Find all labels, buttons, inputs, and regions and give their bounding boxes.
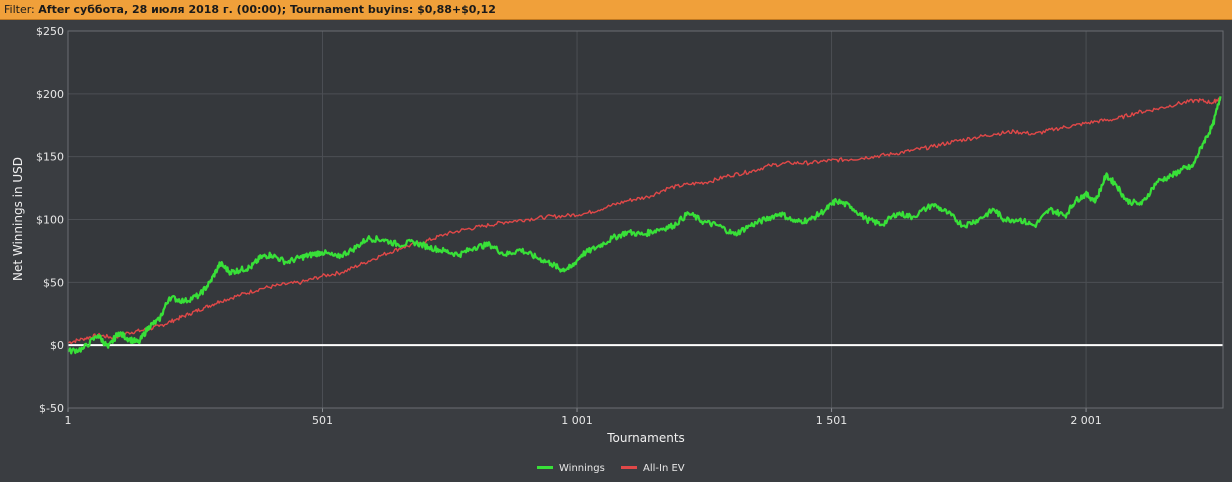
x-axis-title: Tournaments [606, 431, 685, 445]
y-axis-ticks: $-50 $0 $50 $100 $150 $200 $250 [36, 25, 64, 415]
y-tick-label: $150 [36, 151, 64, 164]
winnings-chart: $-50 $0 $50 $100 $150 $200 $250 1 501 1 001 1 501… [11, 25, 1224, 474]
x-tick-label: 1 501 [816, 414, 848, 427]
legend-label: Winnings [559, 463, 605, 474]
y-tick-label: $100 [36, 214, 64, 227]
allin-ev-line [67, 97, 1222, 345]
filter-text: Filter: After суббота, 28 июля 2018 г. (… [4, 3, 496, 16]
legend-swatch [537, 466, 553, 469]
y-tick-label: $0 [50, 339, 64, 352]
x-tick-label: 1 [65, 414, 72, 427]
x-tick-label: 1 001 [561, 414, 593, 427]
winnings-line [67, 96, 1222, 355]
legend-label: All-In EV [643, 463, 685, 474]
y-tick-label: $-50 [39, 402, 64, 415]
y-axis-title: Net Winnings in USD [11, 157, 25, 281]
filter-bar: Filter: After суббота, 28 июля 2018 г. (… [0, 0, 1232, 20]
y-tick-label: $200 [36, 88, 64, 101]
filter-label: Filter: [4, 3, 35, 16]
chart-container: $-50 $0 $50 $100 $150 $200 $250 1 501 1 001 1 501… [0, 20, 1232, 482]
legend-swatch [621, 466, 637, 469]
x-tick-label: 501 [312, 414, 333, 427]
x-axis-ticks: 1 501 1 001 1 501 2 001 [65, 414, 1102, 427]
series-lines [67, 96, 1222, 355]
y-tick-label: $50 [43, 276, 64, 289]
x-tick-label: 2 001 [1070, 414, 1102, 427]
legend: Winnings All-In EV [537, 463, 685, 474]
filter-value: After суббота, 28 июля 2018 г. (00:00); … [38, 3, 496, 16]
y-tick-label: $250 [36, 25, 64, 38]
plot-border [67, 30, 1224, 409]
